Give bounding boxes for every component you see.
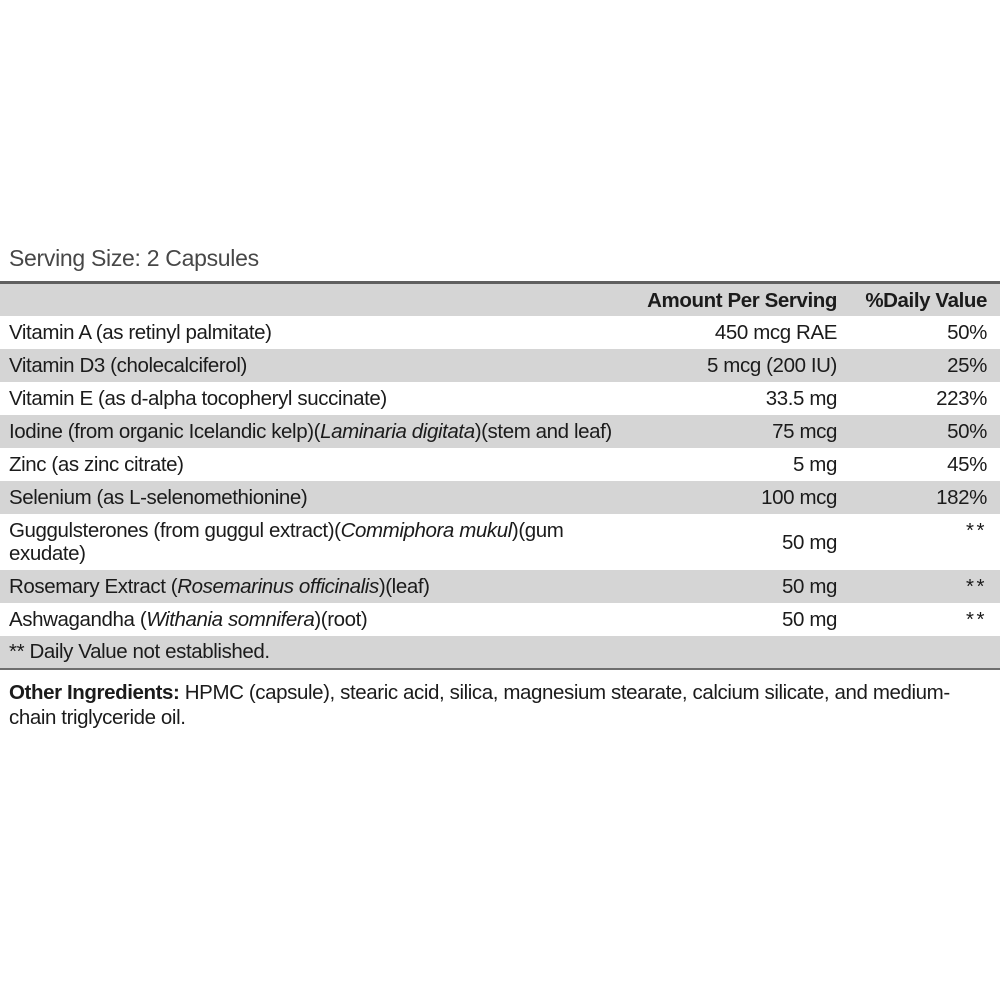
- table-row: Zinc (as zinc citrate) 5 mg 45%: [0, 448, 1000, 481]
- header-amount-per-serving: Amount Per Serving: [647, 289, 837, 312]
- daily-value-percent: 50%: [947, 420, 987, 443]
- amount-per-serving-value: 5 mg: [793, 453, 837, 476]
- ingredient-name-text: )(gum exudate): [9, 519, 564, 565]
- table-row: Iodine (from organic Icelandic kelp)(Lam…: [0, 415, 1000, 448]
- amount-per-serving-value: 100 mcg: [761, 486, 837, 509]
- daily-value-footnote: ** Daily Value not established.: [0, 636, 1000, 670]
- amount-per-serving-value: 50 mg: [782, 530, 837, 554]
- ingredient-name: Selenium (as L-selenomethionine): [0, 481, 645, 514]
- ingredient-name-text: Vitamin A (as retinyl palmitate): [9, 321, 272, 344]
- ingredient-name-text: Iodine (from organic Icelandic kelp)(: [9, 420, 321, 443]
- ingredient-name-latin: Laminaria digitata: [320, 420, 475, 443]
- ingredient-name-text: Guggulsterones (from guggul extract)(: [9, 519, 341, 542]
- daily-value-percent: **: [966, 519, 987, 542]
- ingredient-name-text: Vitamin E (as d-alpha tocopheryl succina…: [9, 387, 387, 410]
- table-row: Guggulsterones (from guggul extract)(Com…: [0, 514, 1000, 570]
- ingredient-name: Guggulsterones (from guggul extract)(Com…: [0, 514, 645, 570]
- daily-value-percent: 25%: [947, 354, 987, 377]
- ingredient-name: Vitamin D3 (cholecalciferol): [0, 349, 645, 382]
- table-row: Vitamin E (as d-alpha tocopheryl succina…: [0, 382, 1000, 415]
- table-row: Vitamin A (as retinyl palmitate) 450 mcg …: [0, 316, 1000, 349]
- amount-per-serving-value: 50 mg: [782, 608, 837, 631]
- ingredient-name-latin: Withania somnifera: [146, 608, 315, 631]
- ingredient-name-latin: Commiphora mukul: [340, 519, 513, 542]
- amount-per-serving-value: 50 mg: [782, 575, 837, 598]
- ingredient-name: Iodine (from organic Icelandic kelp)(Lam…: [0, 415, 645, 448]
- ingredient-name-text: )(root): [314, 608, 368, 631]
- ingredient-name-text: Rosemary Extract (: [9, 575, 178, 598]
- amount-per-serving-value: 33.5 mg: [765, 387, 838, 410]
- ingredient-name-latin: Rosemarinus officinalis: [177, 575, 379, 598]
- ingredient-name: Zinc (as zinc citrate): [0, 448, 645, 481]
- daily-value-percent: **: [966, 608, 987, 631]
- other-ingredients: Other Ingredients: HPMC (capsule), stear…: [9, 681, 990, 730]
- ingredient-name-text: Selenium (as L-selenomethionine): [9, 486, 308, 509]
- amount-per-serving-value: 75 mcg: [772, 420, 837, 443]
- ingredient-name: Vitamin E (as d-alpha tocopheryl succina…: [0, 382, 645, 415]
- amount-per-serving-value: 5 mcg (200 IU): [707, 354, 837, 377]
- supplement-facts-table: Amount Per Serving %Daily Value Vitamin …: [0, 281, 1000, 636]
- table-row: Ashwagandha (Withania somnifera)(root) 50…: [0, 603, 1000, 636]
- table-row: Vitamin D3 (cholecalciferol) 5 mcg (200 I…: [0, 349, 1000, 382]
- ingredient-name-text: Vitamin D3 (cholecalciferol): [9, 354, 247, 377]
- ingredient-name: Ashwagandha (Withania somnifera)(root): [0, 603, 645, 636]
- header-ingredient: [0, 283, 645, 317]
- daily-value-percent: 50%: [947, 321, 987, 344]
- ingredient-name: Rosemary Extract (Rosemarinus officinali…: [0, 570, 645, 603]
- table-row: Rosemary Extract (Rosemarinus officinali…: [0, 570, 1000, 603]
- daily-value-percent: 223%: [936, 387, 987, 410]
- table-row: Selenium (as L-selenomethionine) 100 mcg 1…: [0, 481, 1000, 514]
- daily-value-percent: 45%: [947, 453, 987, 476]
- daily-value-percent: 182%: [936, 486, 987, 509]
- amount-per-serving-value: 450 mcg RAE: [714, 321, 837, 344]
- ingredient-name-text: Zinc (as zinc citrate): [9, 453, 184, 476]
- other-ingredients-label: Other Ingredients:: [9, 681, 180, 704]
- table-header-row: Amount Per Serving %Daily Value: [0, 282, 1000, 317]
- header-daily-value: %Daily Value: [865, 289, 987, 312]
- supplement-facts-panel: Serving Size: 2 Capsules Amount Per Serv…: [0, 245, 1000, 730]
- ingredient-name: Vitamin A (as retinyl palmitate): [0, 316, 645, 349]
- ingredient-name-text: Ashwagandha (: [9, 608, 147, 631]
- serving-size: Serving Size: 2 Capsules: [9, 245, 259, 271]
- ingredient-name-text: )(leaf): [378, 575, 430, 598]
- ingredient-name-text: )(stem and leaf): [474, 420, 613, 443]
- other-ingredients-text: HPMC (capsule), stearic acid, silica, ma…: [9, 681, 950, 729]
- daily-value-percent: **: [966, 575, 987, 598]
